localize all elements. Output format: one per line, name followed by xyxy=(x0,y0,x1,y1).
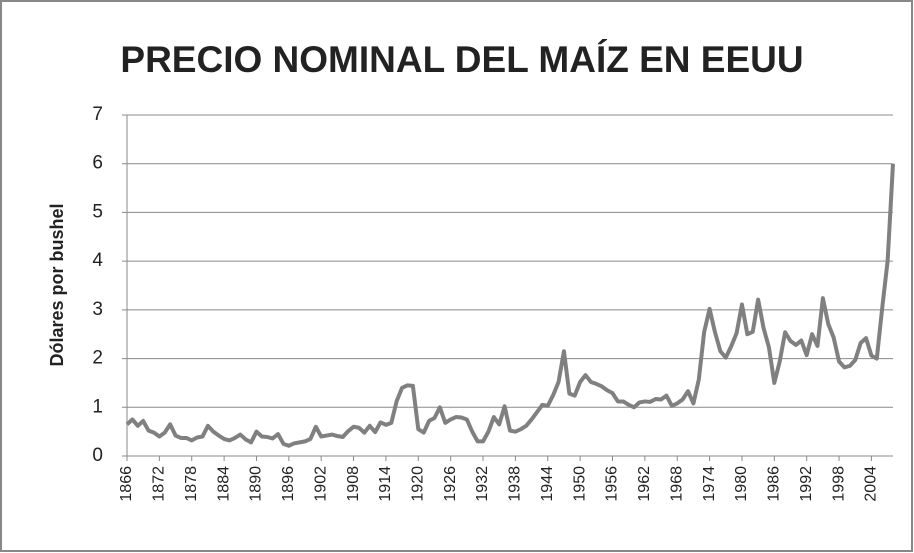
x-tick-label: 1914 xyxy=(377,466,394,502)
x-tick-label: 1896 xyxy=(280,466,297,502)
x-tick-label: 1974 xyxy=(701,466,718,502)
x-tick-label: 1932 xyxy=(474,466,491,502)
y-tick-label: 5 xyxy=(92,201,103,222)
y-axis-label: Dólares por bushel xyxy=(47,203,67,366)
x-tick-label: 2004 xyxy=(863,466,880,502)
y-tick-label: 6 xyxy=(92,153,103,174)
x-tick-label: 1956 xyxy=(604,466,621,502)
y-tick-label: 4 xyxy=(92,250,103,271)
data-line xyxy=(125,163,895,448)
y-tick-label: 2 xyxy=(92,348,103,369)
x-tick-label: 1962 xyxy=(636,466,653,502)
x-tick-label: 1968 xyxy=(668,466,685,502)
x-tick-label: 1998 xyxy=(830,466,847,502)
x-tick-label: 1902 xyxy=(312,466,329,502)
chart-title: PRECIO NOMINAL DEL MAÍZ EN EEUU xyxy=(120,39,803,80)
x-tick-label: 1950 xyxy=(571,466,588,502)
x-tick-label: 1920 xyxy=(410,466,427,502)
x-tick-label: 1890 xyxy=(248,466,265,502)
x-tick-label: 1980 xyxy=(733,466,750,502)
x-tick-label: 1872 xyxy=(151,466,168,502)
y-tick-label: 0 xyxy=(92,445,103,466)
x-tick-label: 1926 xyxy=(442,466,459,502)
x-tick-label: 1938 xyxy=(507,466,524,502)
x-tick-label: 1878 xyxy=(183,466,200,502)
x-tick-label: 1908 xyxy=(345,466,362,502)
x-tick-label: 1884 xyxy=(215,466,232,502)
y-tick-label: 7 xyxy=(92,104,103,125)
x-tick-label: 1866 xyxy=(118,466,135,502)
x-tick-label: 1986 xyxy=(766,466,783,502)
x-tick-label: 1992 xyxy=(798,466,815,502)
x-tick-label: 1944 xyxy=(539,466,556,502)
y-tick-label: 3 xyxy=(92,299,103,320)
y-tick-label: 1 xyxy=(92,396,103,417)
